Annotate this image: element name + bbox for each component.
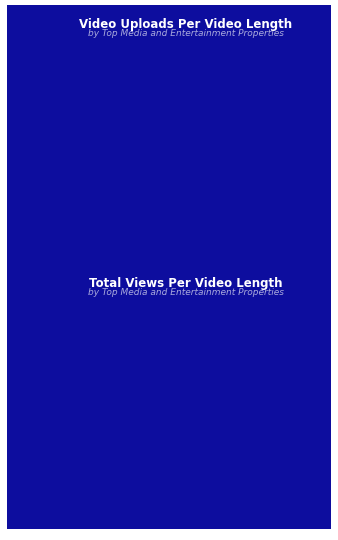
Text: 404K: 404K bbox=[59, 448, 86, 457]
Text: 20.2K: 20.2K bbox=[58, 76, 87, 85]
Text: by Top Media and Entertainment Properties: by Top Media and Entertainment Propertie… bbox=[88, 29, 284, 38]
FancyBboxPatch shape bbox=[0, 262, 338, 535]
Text: 428K: 428K bbox=[116, 445, 142, 454]
Bar bbox=[284, 333, 315, 500]
Text: 1.2M: 1.2M bbox=[287, 346, 312, 355]
Text: 499K: 499K bbox=[173, 436, 199, 445]
Text: 13.0K: 13.0K bbox=[115, 134, 144, 144]
Bar bbox=[227, 221, 258, 240]
Text: 0.2K: 0.2K bbox=[288, 227, 311, 236]
FancyBboxPatch shape bbox=[0, 0, 338, 273]
Bar bbox=[284, 239, 315, 240]
Text: 2.2K: 2.2K bbox=[231, 222, 254, 232]
Bar bbox=[170, 175, 201, 240]
Text: Total Views Per Video Length: Total Views Per Video Length bbox=[89, 277, 283, 290]
Bar bbox=[227, 392, 258, 500]
Text: 7.4K: 7.4K bbox=[174, 180, 197, 189]
Bar bbox=[170, 430, 201, 500]
Bar bbox=[114, 440, 145, 500]
Text: 779K: 779K bbox=[230, 400, 256, 409]
Bar bbox=[57, 62, 88, 240]
Text: by Top Media and Entertainment Properties: by Top Media and Entertainment Propertie… bbox=[88, 288, 284, 297]
Text: Video Uploads Per Video Length: Video Uploads Per Video Length bbox=[79, 18, 292, 31]
Bar bbox=[57, 443, 88, 500]
Bar bbox=[114, 125, 145, 240]
